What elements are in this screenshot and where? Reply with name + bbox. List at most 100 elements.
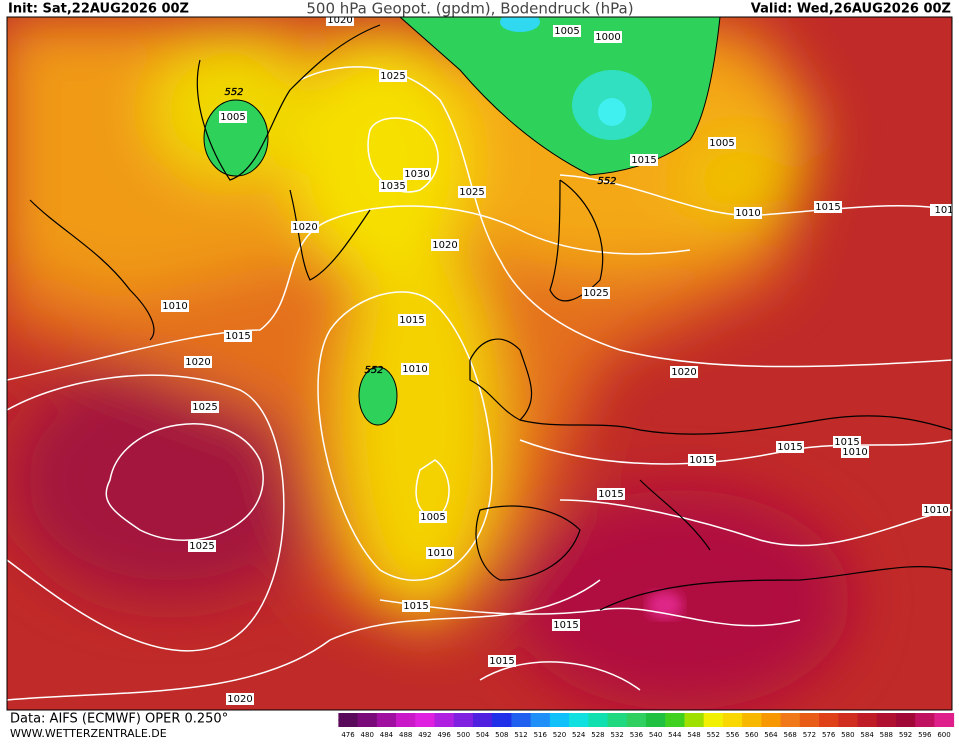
label-box xyxy=(688,454,716,466)
isobar-label: 1025 xyxy=(189,541,214,552)
isobar-label: 1020 xyxy=(432,240,457,251)
isobar-label: 1010 xyxy=(735,208,760,219)
label-box xyxy=(776,441,804,453)
isobar-label: 1035 xyxy=(380,181,405,192)
colorbar-swatch xyxy=(722,713,743,727)
colorbar-swatch xyxy=(934,713,955,727)
colorbar-label: 496 xyxy=(437,731,451,739)
isobar-label: 1015 xyxy=(399,315,424,326)
isobar-label: 1015 xyxy=(553,620,578,631)
colorbar-label: 556 xyxy=(726,731,740,739)
label-box xyxy=(161,300,189,312)
isobar-label: 1025 xyxy=(380,71,405,82)
label-box xyxy=(553,25,581,37)
isobar-label: 1015 xyxy=(834,437,859,448)
isobar-label: 1015 xyxy=(815,202,840,213)
label-box xyxy=(191,401,219,413)
isobar-label: 1010 xyxy=(842,447,867,458)
isobar-label: 1010 xyxy=(427,548,452,559)
colorbar-label: 488 xyxy=(399,731,412,739)
colorbar-label: 596 xyxy=(918,731,932,739)
label-box xyxy=(552,619,580,631)
label-box xyxy=(734,207,762,219)
label-box xyxy=(594,31,622,43)
colorbar-label: 544 xyxy=(668,731,682,739)
colorbar-swatch xyxy=(434,713,455,727)
colorbar-label: 532 xyxy=(610,731,623,739)
website: WWW.WETTERZENTRALE.DE xyxy=(10,727,167,740)
map-title: 500 hPa Geopot. (gpdm), Bodendruck (hPa) xyxy=(306,0,633,18)
colorbar-label: 572 xyxy=(803,731,816,739)
colorbar-swatch xyxy=(895,713,916,727)
colorbar-label: 520 xyxy=(553,731,566,739)
colorbar-swatch xyxy=(338,713,359,727)
colorbar-swatch xyxy=(511,713,532,727)
label-box xyxy=(841,446,869,458)
label-box xyxy=(930,204,952,216)
colorbar-swatch xyxy=(742,713,762,727)
isobar-label: 1015 xyxy=(777,442,802,453)
colorbar-swatch xyxy=(684,713,705,727)
label-box xyxy=(402,600,430,612)
label-box xyxy=(708,137,736,149)
label-box xyxy=(379,70,407,82)
isobar-label: 1000 xyxy=(595,32,620,43)
map: 1020100510001025552100510051015552103010… xyxy=(7,15,952,710)
geopotential-label: 552 xyxy=(364,365,383,376)
colorbar-label: 536 xyxy=(630,731,644,739)
colorbar-swatch xyxy=(376,713,397,727)
data-source: Data: AIFS (ECMWF) OPER 0.250° xyxy=(10,712,228,727)
colorbar-swatch xyxy=(626,713,647,727)
isobar-label: 1005 xyxy=(420,512,445,523)
label-box xyxy=(630,154,658,166)
label-box xyxy=(833,436,861,448)
label-box xyxy=(188,540,216,552)
isobar-label: 1015 xyxy=(403,601,428,612)
colorbar-swatch xyxy=(549,713,570,727)
colorbar-swatch xyxy=(453,713,474,727)
isobar-label: 1010 xyxy=(923,505,948,516)
isobar-label: 1020 xyxy=(327,15,352,26)
colorbar-swatch xyxy=(607,713,628,727)
colorbar-swatch xyxy=(415,713,436,727)
colorbar-swatch xyxy=(799,713,820,727)
isobar-label: 1020 xyxy=(185,357,210,368)
label-box xyxy=(226,693,254,705)
colorbar-label: 548 xyxy=(687,731,700,739)
label-box xyxy=(403,168,431,180)
label-box xyxy=(922,504,950,516)
isobar-label: 1020 xyxy=(292,222,317,233)
label-box xyxy=(431,239,459,251)
colorbar-swatch xyxy=(646,713,666,727)
colorbar-swatch xyxy=(876,713,897,727)
colorbar-label: 516 xyxy=(534,731,548,739)
colorbar-label: 492 xyxy=(418,731,431,739)
colorbar-swatch xyxy=(569,713,589,727)
isobar-label: 1020 xyxy=(227,694,252,705)
colorbar-label: 600 xyxy=(937,731,950,739)
valid-time: Valid: Wed,26AUG2026 00Z xyxy=(751,2,951,17)
colorbar-label: 512 xyxy=(514,731,527,739)
isobar-label: 1005 xyxy=(709,138,734,149)
isobar-label: 1030 xyxy=(404,169,429,180)
label-box xyxy=(326,17,354,26)
label-box xyxy=(426,547,454,559)
isobars xyxy=(7,66,952,701)
colorbar-swatch xyxy=(396,713,416,727)
isobar-label: 1025 xyxy=(583,288,608,299)
isobar-label: 1015 xyxy=(489,656,514,667)
geopotential-label: 552 xyxy=(224,87,243,98)
colorbar-label: 504 xyxy=(476,731,490,739)
coastlines xyxy=(29,24,952,611)
label-box xyxy=(219,111,247,123)
isobar-label: 1025 xyxy=(459,187,484,198)
colorbar-swatch xyxy=(761,713,782,727)
colorbar-label: 552 xyxy=(707,731,720,739)
colorbar-label: 484 xyxy=(380,731,394,739)
colorbar-label: 564 xyxy=(764,731,778,739)
label-box xyxy=(597,488,625,500)
colorbar-swatch xyxy=(703,713,724,727)
colorbar-swatch xyxy=(472,713,493,727)
label-box xyxy=(398,314,426,326)
colorbar-swatch xyxy=(915,713,935,727)
